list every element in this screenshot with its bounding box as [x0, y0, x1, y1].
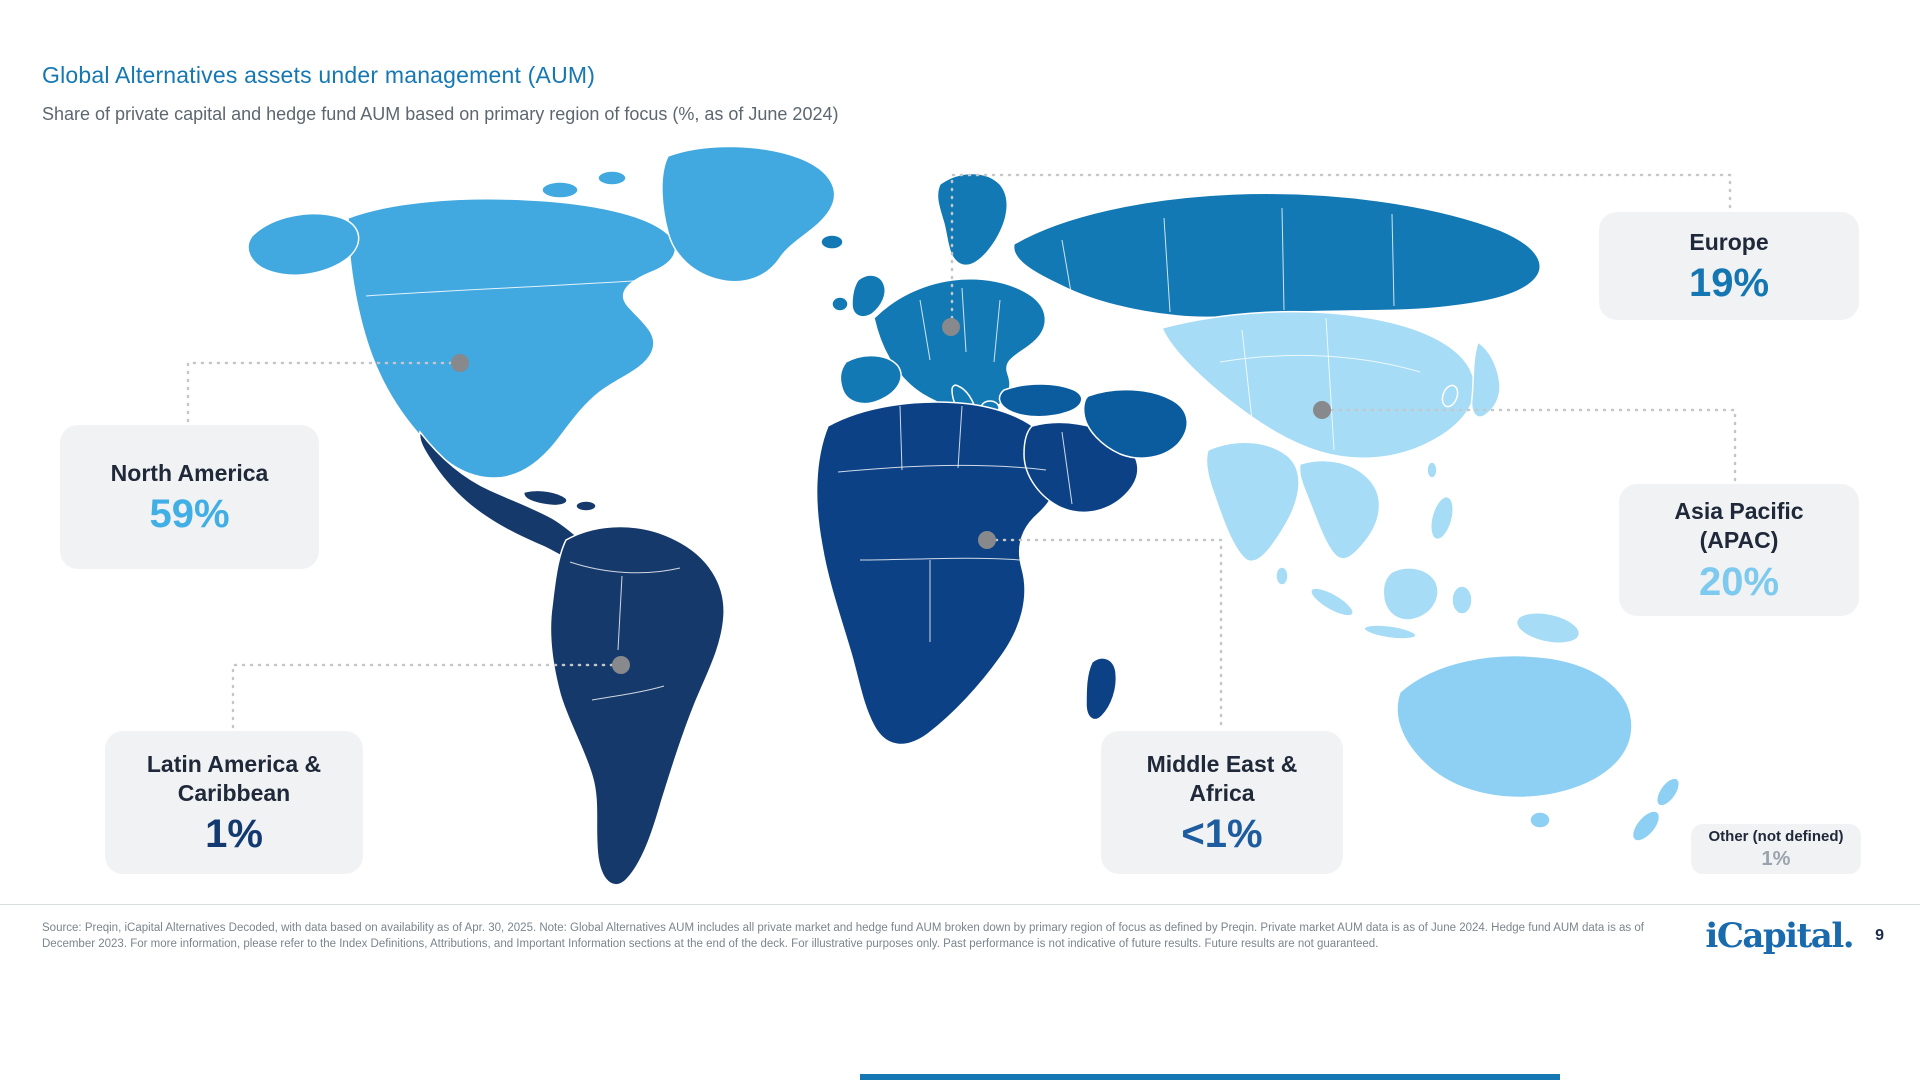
callout-region-name: Asia Pacific (APAC) — [1674, 498, 1804, 553]
callout-region-name: Middle East & Africa — [1146, 750, 1298, 806]
callout-other: Other (not defined) 1% — [1691, 824, 1861, 874]
footer-divider — [0, 904, 1920, 905]
callout-north-america: North America 59% — [60, 425, 319, 569]
callout-region-name: North America — [110, 459, 269, 486]
callout-apac: Asia Pacific (APAC) 20% — [1619, 484, 1859, 616]
page-subtitle: Share of private capital and hedge fund … — [42, 104, 839, 124]
map-region-latin-america — [418, 430, 725, 886]
callout-region-name: Latin America & Caribbean — [146, 750, 322, 806]
callout-middle-east-africa: Middle East & Africa <1% — [1101, 731, 1343, 874]
icapital-logo: iCapital. — [1705, 916, 1854, 956]
map-region-north-america — [247, 145, 836, 479]
page-number: 9 — [1875, 927, 1884, 944]
source-note: Source: Preqin, iCapital Alternatives De… — [42, 922, 1644, 951]
map-region-europe — [820, 172, 1541, 427]
callout-region-name: Europe — [1689, 228, 1769, 255]
callout-region-value: 1% — [205, 812, 263, 857]
callout-latin-america: Latin America & Caribbean 1% — [105, 731, 363, 874]
map-region-africa — [815, 401, 1139, 746]
callout-region-value: 59% — [149, 492, 230, 537]
callout-region-value: 19% — [1688, 261, 1770, 306]
connector-dots — [451, 318, 1331, 674]
bottom-accent-bar — [860, 1074, 1560, 1080]
callout-region-value: <1% — [1181, 812, 1263, 857]
page-title: Global Alternatives assets under managem… — [42, 62, 596, 88]
map-region-asia — [1160, 310, 1581, 644]
callout-region-value: 1% — [1761, 847, 1791, 870]
connector-lines — [186, 173, 1737, 731]
callout-region-name: Other (not defined) — [1708, 828, 1844, 846]
brand-block: iCapital. 9 — [1705, 916, 1884, 956]
map-region-middle-east — [998, 383, 1188, 459]
callout-europe: Europe 19% — [1599, 212, 1859, 320]
callout-region-value: 20% — [1698, 559, 1780, 604]
map-region-australia — [1396, 654, 1681, 842]
